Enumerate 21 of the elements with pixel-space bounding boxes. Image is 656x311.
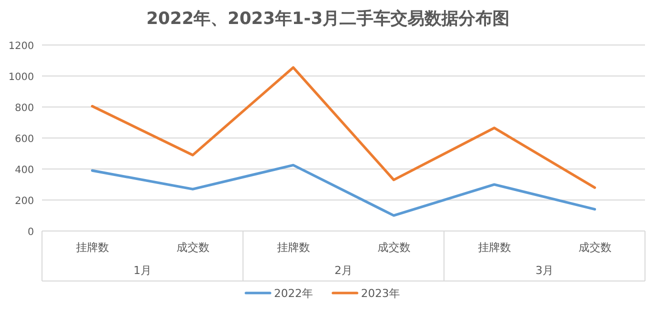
y-tick-label: 800 <box>14 103 34 114</box>
text: 2月 <box>334 264 352 277</box>
y-tick-label: 1200 <box>8 41 34 52</box>
legend-label: 2022年 <box>274 287 313 300</box>
x-tick-label: 成交数 <box>176 241 210 254</box>
x-tick-label: 挂牌数 <box>76 241 109 254</box>
x-tick-label: 成交数 <box>377 241 410 254</box>
text: 1月 <box>134 264 152 277</box>
y-tick-label: 600 <box>14 134 34 145</box>
x-tick-label: 挂牌数 <box>276 241 310 254</box>
y-tick-label: 400 <box>14 165 34 176</box>
y-tick-label: 200 <box>14 196 34 207</box>
text: 3月 <box>536 264 554 277</box>
x-tick-label: 挂牌数 <box>478 241 511 254</box>
line-series <box>90 66 596 189</box>
legend-label: 2023年 <box>361 287 400 300</box>
chart-title: 2022年、2023年1-3月二手车交易数据分布图 <box>146 9 510 29</box>
y-tick-label: 1000 <box>8 72 34 83</box>
y-tick-label: 0 <box>28 227 34 238</box>
line-series <box>90 164 596 217</box>
x-tick-label: 成交数 <box>578 241 612 254</box>
